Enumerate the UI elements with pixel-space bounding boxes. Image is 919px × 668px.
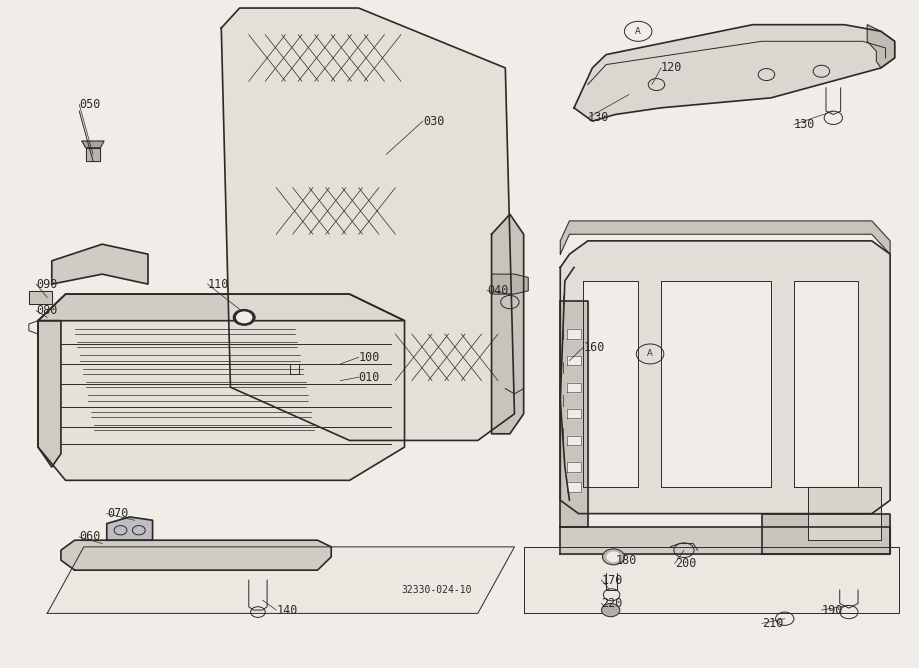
Polygon shape xyxy=(567,383,582,392)
Text: 32330-024-10: 32330-024-10 xyxy=(402,585,471,595)
Polygon shape xyxy=(492,214,524,434)
Polygon shape xyxy=(51,244,148,284)
Polygon shape xyxy=(661,281,771,487)
Polygon shape xyxy=(524,547,900,613)
Text: A: A xyxy=(635,27,641,36)
Polygon shape xyxy=(561,241,891,514)
Polygon shape xyxy=(561,221,891,254)
Text: 120: 120 xyxy=(661,61,683,74)
Polygon shape xyxy=(574,25,895,121)
Text: 050: 050 xyxy=(79,98,101,111)
Text: 160: 160 xyxy=(584,341,605,354)
Polygon shape xyxy=(47,547,515,613)
Circle shape xyxy=(233,309,255,325)
Text: 200: 200 xyxy=(675,557,697,570)
Polygon shape xyxy=(561,301,588,527)
Text: 130: 130 xyxy=(794,118,815,131)
Polygon shape xyxy=(38,294,404,480)
Circle shape xyxy=(602,603,619,617)
Circle shape xyxy=(603,549,624,565)
Polygon shape xyxy=(61,540,331,570)
Text: 010: 010 xyxy=(358,371,380,383)
Text: 210: 210 xyxy=(762,617,783,630)
Text: 130: 130 xyxy=(588,112,609,124)
Text: 090: 090 xyxy=(36,278,58,291)
Polygon shape xyxy=(567,462,582,472)
Polygon shape xyxy=(567,436,582,445)
Text: 060: 060 xyxy=(79,530,101,543)
Polygon shape xyxy=(492,274,528,294)
Polygon shape xyxy=(28,291,51,304)
Polygon shape xyxy=(584,281,638,487)
Text: 080: 080 xyxy=(36,304,58,317)
Text: 180: 180 xyxy=(615,554,637,566)
Polygon shape xyxy=(82,141,104,148)
Text: 100: 100 xyxy=(358,351,380,364)
Polygon shape xyxy=(567,482,582,492)
Text: 030: 030 xyxy=(423,115,444,128)
Polygon shape xyxy=(85,148,100,161)
Text: 220: 220 xyxy=(602,597,623,610)
Polygon shape xyxy=(808,487,881,540)
Polygon shape xyxy=(221,8,515,440)
Polygon shape xyxy=(561,527,891,554)
Polygon shape xyxy=(794,281,858,487)
Polygon shape xyxy=(868,25,895,68)
Circle shape xyxy=(607,552,619,562)
Text: 110: 110 xyxy=(208,278,229,291)
Text: 190: 190 xyxy=(822,604,843,617)
Text: 070: 070 xyxy=(107,507,128,520)
Polygon shape xyxy=(567,409,582,418)
Polygon shape xyxy=(762,514,891,554)
Text: 170: 170 xyxy=(602,574,623,587)
Text: A: A xyxy=(647,349,652,359)
Circle shape xyxy=(236,311,253,323)
Polygon shape xyxy=(567,329,582,339)
Text: 140: 140 xyxy=(277,604,298,617)
Polygon shape xyxy=(107,517,153,540)
Polygon shape xyxy=(567,356,582,365)
Polygon shape xyxy=(38,321,61,467)
Text: 040: 040 xyxy=(487,285,508,297)
Polygon shape xyxy=(38,294,404,321)
